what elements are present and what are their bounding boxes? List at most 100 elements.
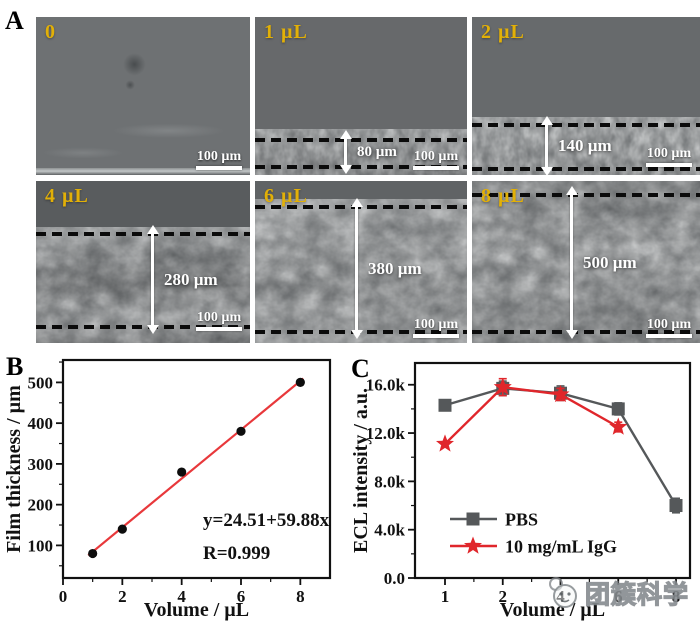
scale-bar-label: 100 µm: [646, 146, 692, 161]
axes-box: [61, 358, 332, 580]
svg-text:6: 6: [614, 587, 623, 606]
thickness-annotation: 140 µm: [540, 125, 612, 167]
svg-text:1: 1: [441, 587, 450, 606]
panel-c-label: C: [351, 354, 370, 383]
scale-bar: 100 µm: [196, 308, 242, 331]
scale-bar-line: [196, 327, 242, 331]
volume-label: 2 µL: [481, 21, 525, 43]
svg-text:6: 6: [237, 587, 246, 606]
svg-text:200: 200: [28, 496, 54, 515]
double-arrow-icon: [151, 234, 154, 325]
scale-bar-line: [646, 163, 692, 167]
svg-text:2: 2: [499, 587, 508, 606]
panel-b-label: B: [6, 352, 24, 381]
svg-text:0: 0: [59, 587, 68, 606]
sem-image-1uL: 1 µL 80 µm 100 µm: [255, 17, 467, 175]
y-axis-label: Film thickness / µm: [3, 385, 25, 553]
scale-bar: 100 µm: [413, 147, 459, 170]
film-texture: [255, 199, 467, 343]
svg-text:8.0k: 8.0k: [374, 472, 405, 491]
svg-text:8: 8: [672, 587, 681, 606]
svg-text:PBS: PBS: [505, 510, 538, 530]
scale-bar-line: [646, 334, 692, 338]
film-top-boundary: [255, 205, 467, 209]
svg-text:0.0: 0.0: [384, 569, 405, 588]
sem-image-0uL: 0 100 µm: [36, 17, 250, 175]
y-axis-label: ECL intensity / a.u.: [350, 388, 372, 553]
thickness-annotation: 80 µm: [339, 139, 397, 165]
sem-image-6uL: 6 µL 380 µm 100 µm: [255, 181, 467, 343]
double-arrow-icon: [570, 195, 573, 330]
sem-image-2uL: 2 µL 140 µm 100 µm: [472, 17, 700, 175]
scale-bar-label: 100 µm: [413, 149, 459, 164]
svg-text:12.0k: 12.0k: [366, 424, 406, 443]
thickness-annotation: 280 µm: [146, 234, 218, 325]
thickness-value: 380 µm: [368, 258, 422, 278]
watermark-text: 团簇科学: [584, 581, 690, 609]
film-bottom-boundary: [472, 167, 700, 171]
svg-text:10 mg/mL IgG: 10 mg/mL IgG: [505, 537, 617, 557]
thickness-annotation: 500 µm: [565, 195, 637, 330]
thickness-value: 500 µm: [583, 252, 637, 272]
scale-bar: 100 µm: [646, 144, 692, 167]
sem-background: [36, 17, 250, 175]
legend: PBS 10 mg/mL IgG: [450, 510, 617, 557]
fit-r-value: R=0.999: [203, 543, 270, 564]
scale-bar: 100 µm: [646, 315, 692, 338]
sem-substrate-edge: [36, 168, 250, 175]
scale-bar-line: [196, 166, 242, 170]
svg-text:300: 300: [28, 455, 54, 474]
fit-equation: y=24.51+59.88x: [203, 510, 330, 531]
sem-image-8uL: 8 µL 500 µm 100 µm: [472, 181, 700, 343]
film-texture: [36, 227, 250, 343]
double-arrow-icon: [545, 125, 548, 167]
film-bottom-boundary: [255, 165, 467, 169]
film-bottom-boundary: [472, 330, 700, 334]
film-top-boundary: [255, 138, 467, 142]
volume-label: 6 µL: [264, 185, 308, 207]
svg-text:2: 2: [118, 587, 127, 606]
scale-bar-label: 100 µm: [413, 317, 459, 332]
scale-bar-label: 100 µm: [196, 149, 242, 164]
thickness-annotation: 380 µm: [350, 207, 422, 330]
scale-bar-label: 100 µm: [646, 317, 692, 332]
sem-image-4uL: 4 µL 280 µm 100 µm: [36, 181, 250, 343]
ticks: [56, 361, 302, 585]
scale-bar-label: 100 µm: [196, 310, 242, 325]
film-thickness-chart: 0 2 4 6 8 100 200 300 400 500 y=24.51+59.88x R=0.99…: [3, 358, 332, 621]
double-arrow-icon: [355, 207, 358, 330]
x-axis-label: Volume / µL: [500, 599, 605, 621]
panel-a-label: A: [5, 6, 24, 35]
thickness-value: 80 µm: [357, 143, 397, 160]
watermark: 团簇科学: [543, 575, 689, 611]
film-bottom-boundary: [36, 325, 250, 329]
svg-text:16.0k: 16.0k: [366, 376, 406, 395]
film-top-boundary: [472, 123, 700, 127]
volume-label: 0: [45, 21, 56, 43]
series-10-mg-ml-igg: [436, 377, 628, 452]
svg-text:400: 400: [28, 414, 54, 433]
svg-text:4.0k: 4.0k: [374, 521, 405, 540]
scale-bar: 100 µm: [196, 147, 242, 170]
watermark-logo-icon: [549, 577, 577, 608]
film-texture: [472, 181, 700, 343]
svg-text:4: 4: [177, 587, 186, 606]
svg-text:100: 100: [28, 536, 54, 555]
x-axis-label: Volume / µL: [144, 599, 249, 621]
film-top-boundary: [36, 232, 250, 236]
film-top-boundary: [472, 193, 700, 197]
thickness-value: 280 µm: [164, 269, 218, 289]
svg-text:8: 8: [296, 587, 305, 606]
scale-bar-line: [413, 166, 459, 170]
double-arrow-icon: [344, 139, 347, 165]
thickness-value: 140 µm: [558, 136, 612, 155]
scale-bar: 100 µm: [413, 315, 459, 338]
svg-text:500: 500: [28, 373, 54, 392]
volume-label: 1 µL: [264, 21, 308, 43]
volume-label: 8 µL: [481, 185, 525, 207]
volume-label: 4 µL: [45, 185, 89, 207]
scale-bar-line: [413, 334, 459, 338]
data-points: [88, 377, 305, 559]
